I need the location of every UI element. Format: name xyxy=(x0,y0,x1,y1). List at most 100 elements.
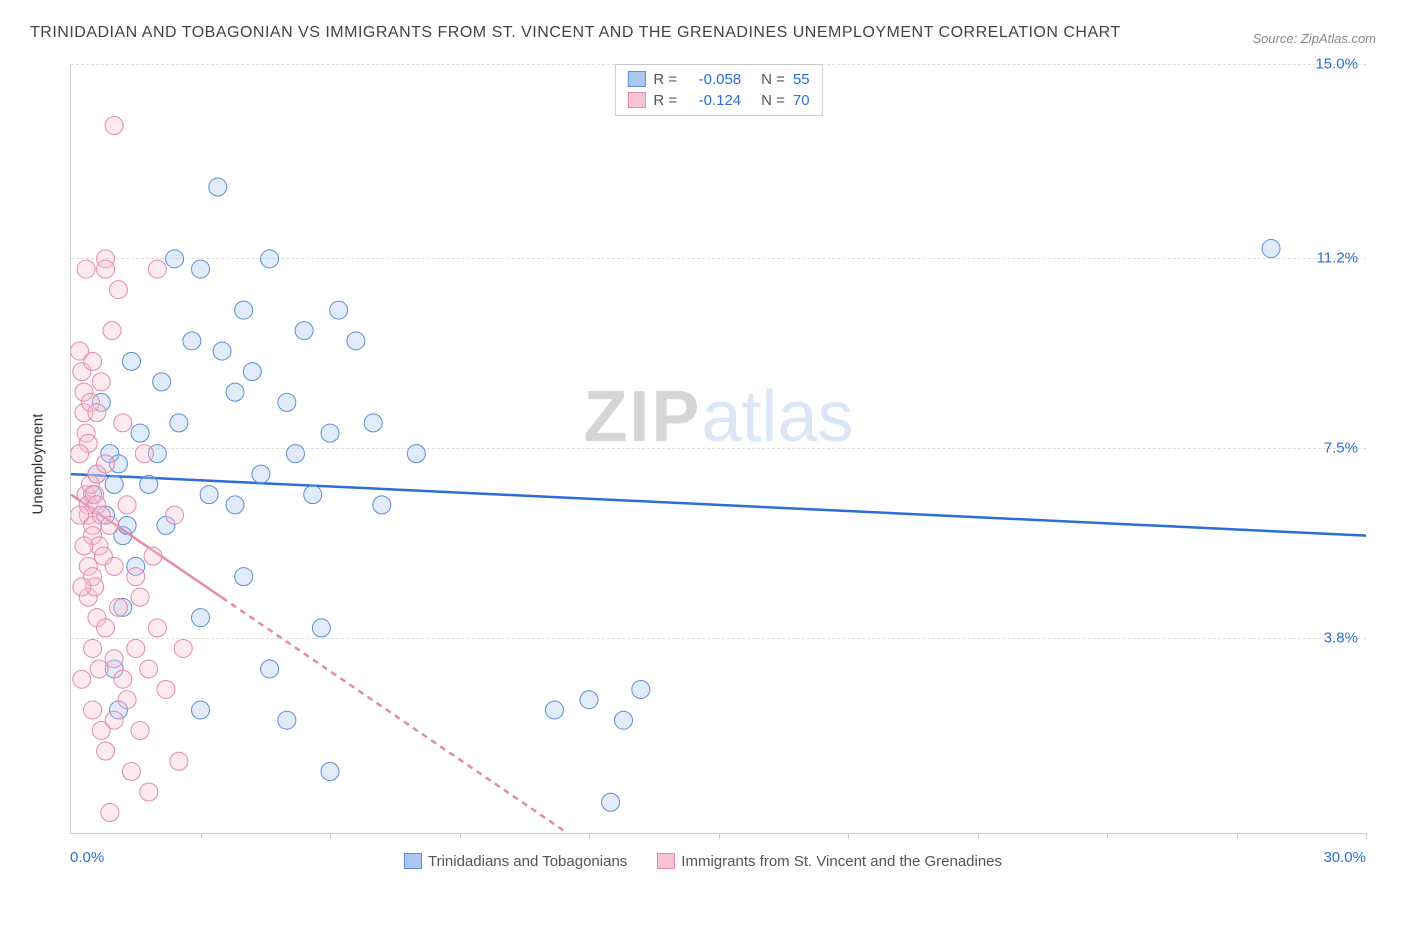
data-point xyxy=(131,424,149,442)
r-label: R = xyxy=(653,92,677,109)
data-point xyxy=(209,178,227,196)
legend-swatch xyxy=(627,71,645,87)
data-point xyxy=(615,711,633,729)
data-point xyxy=(105,116,123,134)
data-point xyxy=(166,249,184,267)
x-tick xyxy=(719,833,720,839)
data-point xyxy=(330,301,348,319)
data-point xyxy=(166,506,184,524)
data-point xyxy=(103,321,121,339)
data-point xyxy=(135,444,153,462)
data-point xyxy=(105,711,123,729)
data-point xyxy=(122,352,140,370)
data-point xyxy=(347,331,365,349)
x-tick xyxy=(848,833,849,839)
data-point xyxy=(88,403,106,421)
data-point xyxy=(97,742,115,760)
data-point xyxy=(153,372,171,390)
data-point xyxy=(105,557,123,575)
data-point xyxy=(144,547,162,565)
data-point xyxy=(109,598,127,616)
data-point xyxy=(312,619,330,637)
legend-item: Trinidadians and Tobagonians xyxy=(404,853,627,870)
data-point xyxy=(580,690,598,708)
regression-line xyxy=(71,474,1366,536)
data-point xyxy=(75,537,93,555)
data-point xyxy=(71,506,89,524)
data-point xyxy=(84,352,102,370)
data-point xyxy=(105,649,123,667)
data-point xyxy=(97,619,115,637)
data-point xyxy=(157,680,175,698)
legend-row: R =-0.124N =70 xyxy=(627,90,809,111)
scatter-svg xyxy=(71,64,1366,833)
data-point xyxy=(71,444,89,462)
data-point xyxy=(114,670,132,688)
legend-row: R =-0.058N =55 xyxy=(627,69,809,90)
data-point xyxy=(321,424,339,442)
legend-item: Immigrants from St. Vincent and the Gren… xyxy=(657,853,1002,870)
data-point xyxy=(252,465,270,483)
data-point xyxy=(632,680,650,698)
legend-swatch xyxy=(404,853,422,869)
legend-series: Trinidadians and Tobagonians Immigrants f… xyxy=(404,853,1002,870)
data-point xyxy=(278,711,296,729)
data-point xyxy=(105,475,123,493)
data-point xyxy=(174,639,192,657)
data-point xyxy=(261,249,279,267)
r-value: -0.058 xyxy=(685,71,741,88)
data-point xyxy=(97,454,115,472)
data-point xyxy=(183,331,201,349)
n-value: 55 xyxy=(793,71,810,88)
n-label: N = xyxy=(761,71,785,88)
data-point xyxy=(286,444,304,462)
data-point xyxy=(373,495,391,513)
data-point xyxy=(127,567,145,585)
x-tick xyxy=(330,833,331,839)
correlation-chart: Unemployment ZIPatlas R =-0.058N =55R =-… xyxy=(30,54,1376,874)
data-point xyxy=(140,660,158,678)
data-point xyxy=(170,752,188,770)
data-point xyxy=(97,260,115,278)
plot-area: ZIPatlas R =-0.058N =55R =-0.124N =70 3.… xyxy=(70,64,1366,834)
data-point xyxy=(192,260,210,278)
data-point xyxy=(278,393,296,411)
x-tick xyxy=(978,833,979,839)
legend-swatch xyxy=(627,92,645,108)
data-point xyxy=(140,475,158,493)
data-point xyxy=(118,495,136,513)
chart-title: TRINIDADIAN AND TOBAGONIAN VS IMMIGRANTS… xyxy=(30,20,1121,46)
data-point xyxy=(170,413,188,431)
data-point xyxy=(226,495,244,513)
data-point xyxy=(101,516,119,534)
data-point xyxy=(226,383,244,401)
data-point xyxy=(192,701,210,719)
x-tick xyxy=(460,833,461,839)
legend-correlation: R =-0.058N =55R =-0.124N =70 xyxy=(614,64,822,116)
x-tick xyxy=(1237,833,1238,839)
y-axis-title: Unemployment xyxy=(30,413,47,514)
x-tick xyxy=(1107,833,1108,839)
data-point xyxy=(407,444,425,462)
data-point xyxy=(1262,239,1280,257)
legend-swatch xyxy=(657,853,675,869)
legend-label: Trinidadians and Tobagonians xyxy=(428,853,627,870)
n-value: 70 xyxy=(793,92,810,109)
data-point xyxy=(148,619,166,637)
data-point xyxy=(84,701,102,719)
data-point xyxy=(140,783,158,801)
data-point xyxy=(73,578,91,596)
data-point xyxy=(127,639,145,657)
legend-label: Immigrants from St. Vincent and the Gren… xyxy=(681,853,1002,870)
data-point xyxy=(131,721,149,739)
data-point xyxy=(321,762,339,780)
data-point xyxy=(295,321,313,339)
data-point xyxy=(261,660,279,678)
x-tick xyxy=(201,833,202,839)
data-point xyxy=(192,608,210,626)
n-label: N = xyxy=(761,92,785,109)
data-point xyxy=(92,372,110,390)
data-point xyxy=(213,342,231,360)
data-point xyxy=(118,690,136,708)
data-point xyxy=(602,793,620,811)
